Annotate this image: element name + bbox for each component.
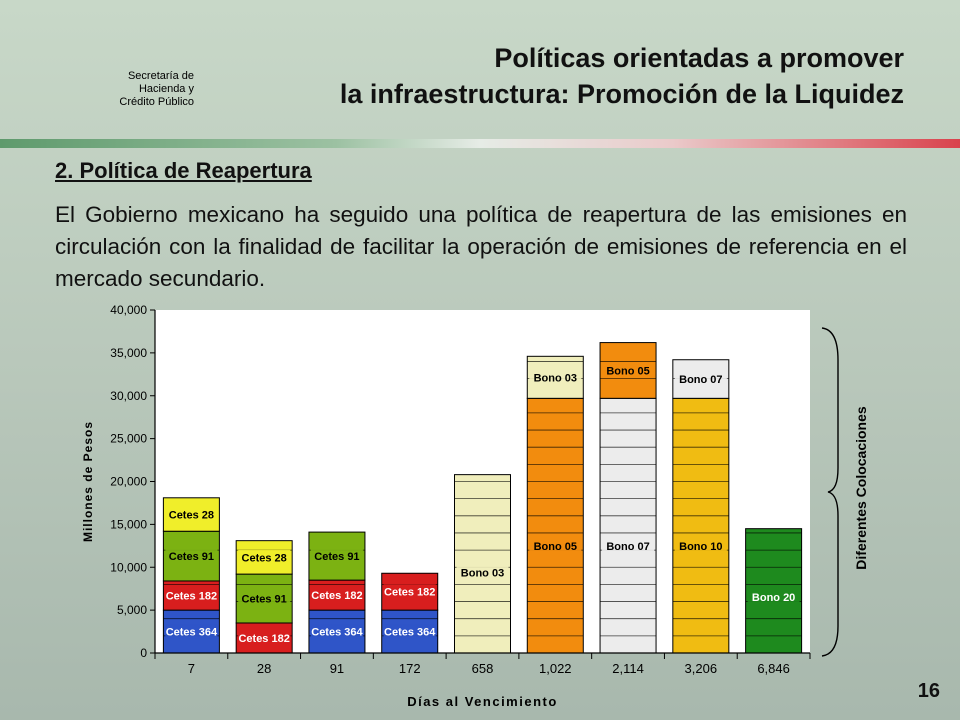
bar-label-bg (747, 589, 800, 605)
x-tick-label: 172 (399, 661, 421, 676)
bar-label-bg (238, 591, 291, 607)
bar-segment-label: Bono 05 (534, 541, 577, 553)
agency-line: Hacienda y (138, 83, 194, 95)
bar-label-bg (165, 548, 218, 564)
bar-label-bg (383, 624, 436, 640)
bar-label-bg (674, 538, 727, 554)
bar-segment-label: Cetes 182 (166, 591, 217, 603)
bar-segment-label: Cetes 28 (169, 510, 214, 522)
page-number: 16 (917, 680, 940, 702)
bar-segment-label: Bono 03 (461, 568, 504, 580)
y-axis-title: Millones de Pesos (81, 421, 95, 542)
slide-title: Políticas orientadas a promover la infra… (340, 40, 904, 112)
y-tick-label: 35,000 (110, 346, 147, 360)
bar-label-bg (165, 624, 218, 640)
bar-label-bg (310, 587, 363, 603)
bar-label-bg (602, 362, 655, 378)
bar-label-bg (674, 371, 727, 387)
x-tick-label: 91 (330, 661, 344, 676)
bar-segment-label: Cetes 182 (311, 590, 362, 602)
bar-label-bg (165, 507, 218, 523)
slide-title-line-2: la infraestructura: Promoción de la Liqu… (339, 79, 904, 109)
x-tick-label: 28 (257, 661, 271, 676)
bar-segment-label: Cetes 91 (242, 594, 287, 606)
bar-label-bg (529, 369, 582, 385)
bar-label-bg (602, 538, 655, 554)
bar-label-bg (456, 565, 509, 581)
bar-segment (526, 397, 584, 654)
bar-segment-label: Cetes 91 (314, 551, 359, 563)
bar-segment-label: Bono 07 (679, 374, 722, 386)
bar-label-bg (383, 584, 436, 600)
y-tick-label: 5,000 (117, 603, 147, 617)
bar-label-bg (238, 549, 291, 565)
y-tick-label: 10,000 (110, 560, 147, 574)
y-tick-label: 20,000 (110, 475, 147, 489)
section-body-text: El Gobierno mexicano ha seguido una polí… (55, 202, 907, 291)
y-tick-label: 15,000 (110, 517, 147, 531)
bar-segment (454, 474, 511, 654)
bar-segment-label: Cetes 364 (166, 627, 218, 639)
x-axis-title: Días al Vencimiento (407, 694, 558, 709)
bar-segment-label: Bono 07 (606, 541, 649, 553)
bar-label-bg (310, 624, 363, 640)
bar-segment-label: Cetes 364 (311, 627, 363, 639)
y-tick-label: 0 (140, 646, 147, 660)
bar-segment-label: Cetes 182 (384, 587, 435, 599)
bar-segment-label: Cetes 91 (169, 551, 214, 563)
bar-segment-label: Cetes 364 (384, 627, 436, 639)
y-tick-label: 30,000 (110, 389, 147, 403)
curly-brace (821, 327, 839, 657)
bar-label-bg (238, 630, 291, 646)
brace-annotation: Diferentes Colocaciones (853, 406, 869, 570)
bar-segment-label: Bono 20 (752, 592, 795, 604)
x-tick-label: 1,022 (539, 661, 572, 676)
bar-label-bg (529, 538, 582, 554)
agency-name: Secretaría de Hacienda y Crédito Público (86, 70, 194, 109)
bar-segment (599, 397, 657, 654)
bar-segment-label: Cetes 28 (242, 552, 287, 564)
agency-line: Crédito Público (119, 96, 194, 108)
bar-label-bg (165, 588, 218, 604)
bar-segment-label: Bono 03 (534, 372, 577, 384)
x-tick-label: 2,114 (612, 661, 644, 676)
bar-segment-label: Bono 10 (679, 541, 722, 553)
y-tick-label: 40,000 (110, 303, 147, 317)
slide-title-line-1: Políticas orientadas a promover (494, 43, 904, 73)
bar-segment (672, 397, 730, 654)
bar-segment-label: Cetes 182 (238, 633, 289, 645)
bar-segment-label: Bono 05 (606, 365, 649, 377)
bar-label-bg (310, 548, 363, 564)
x-tick-label: 3,206 (685, 661, 718, 676)
color-stripe-divider (0, 139, 960, 148)
x-tick-label: 6,846 (757, 661, 790, 676)
x-tick-label: 658 (472, 661, 494, 676)
x-tick-label: 7 (188, 661, 195, 676)
section-subtitle: 2. Política de Reapertura (55, 158, 312, 183)
y-tick-label: 25,000 (110, 432, 147, 446)
agency-line: Secretaría de (127, 70, 194, 82)
